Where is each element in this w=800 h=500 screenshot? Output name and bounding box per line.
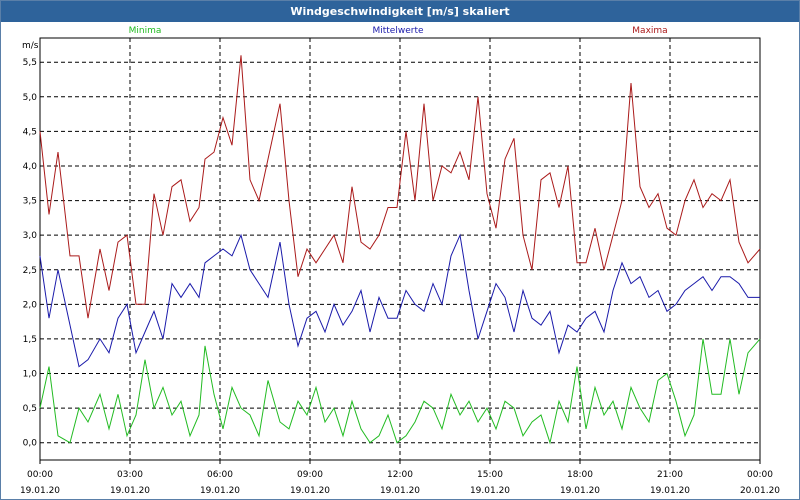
y-tick-label: 4,0 bbox=[23, 162, 38, 172]
x-tick-date: 19.01.20 bbox=[110, 486, 150, 496]
y-tick-label: 5,0 bbox=[23, 93, 38, 103]
x-tick-time: 03:00 bbox=[117, 470, 143, 480]
y-tick-label: 2,5 bbox=[23, 266, 37, 276]
grid bbox=[40, 38, 760, 460]
x-tick-date: 19.01.20 bbox=[20, 486, 60, 496]
legend-minima: Minima bbox=[129, 26, 162, 36]
y-tick-label: 4,5 bbox=[23, 127, 37, 137]
series-layer bbox=[39, 55, 761, 445]
x-tick-time: 06:00 bbox=[207, 470, 233, 480]
series-line-mittelwerte bbox=[39, 233, 760, 368]
x-tick-time: 21:00 bbox=[657, 470, 683, 480]
y-axis-label: m/s bbox=[22, 41, 39, 51]
y-tick-label: 0,5 bbox=[23, 404, 37, 414]
x-tick-date: 19.01.20 bbox=[470, 486, 510, 496]
x-tick-date: 19.01.20 bbox=[650, 486, 690, 496]
y-tick-label: 3,0 bbox=[23, 231, 38, 241]
x-tick-time: 09:00 bbox=[297, 470, 323, 480]
y-tick-label: 1,5 bbox=[23, 335, 37, 345]
series-line-maxima bbox=[39, 55, 761, 319]
axes: 0,0 0,5 1,0 1,5 2,0 2,5 3,0 3,5 4,0 4,5 5,0 5,5 00:0… bbox=[20, 58, 780, 496]
y-tick-label: 2,0 bbox=[23, 300, 38, 310]
legend: Minima Mittelwerte Maxima bbox=[129, 26, 668, 36]
x-tick-time: 12:00 bbox=[387, 470, 413, 480]
x-tick-time: 00:00 bbox=[747, 470, 773, 480]
x-tick-time: 00:00 bbox=[27, 470, 53, 480]
y-tick-label: 5,5 bbox=[23, 58, 37, 68]
y-tick-label: 1,0 bbox=[23, 370, 38, 380]
series-line-minima bbox=[39, 338, 761, 445]
legend-mittelwerte: Mittelwerte bbox=[372, 26, 423, 36]
x-tick-date: 19.01.20 bbox=[560, 486, 600, 496]
x-tick-date: 19.01.20 bbox=[200, 486, 240, 496]
y-tick-label: 0,0 bbox=[23, 439, 38, 449]
x-tick-date: 20.01.20 bbox=[740, 486, 780, 496]
chart-title: Windgeschwindigkeit [m/s] skaliert bbox=[1, 1, 799, 22]
x-tick-time: 15:00 bbox=[477, 470, 503, 480]
x-tick-date: 19.01.20 bbox=[380, 486, 420, 496]
x-tick-date: 19.01.20 bbox=[290, 486, 330, 496]
legend-maxima: Maxima bbox=[632, 26, 667, 36]
x-tick-time: 18:00 bbox=[567, 470, 593, 480]
y-tick-label: 3,5 bbox=[23, 197, 37, 207]
